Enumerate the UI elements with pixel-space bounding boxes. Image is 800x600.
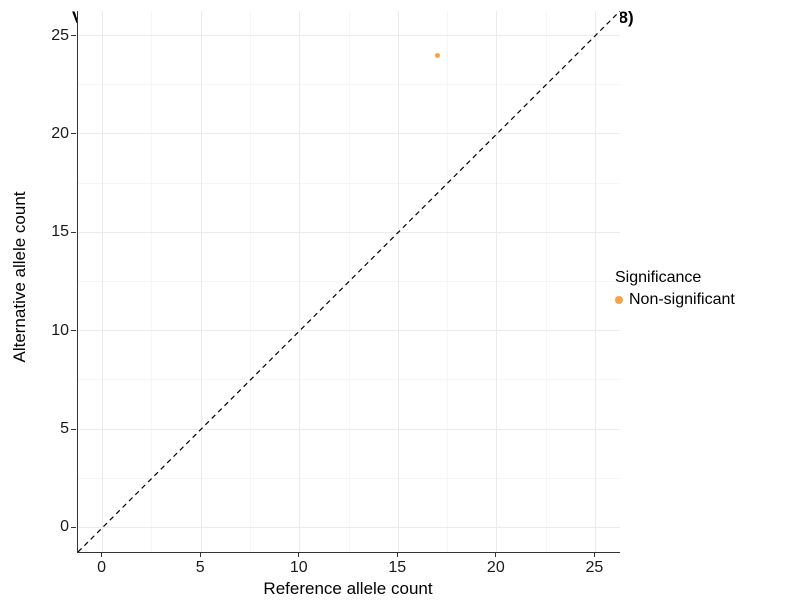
- y-tick-mark: [71, 35, 76, 37]
- x-tick-mark: [495, 552, 497, 557]
- y-major-gridline: [78, 35, 620, 37]
- x-major-gridline: [397, 11, 399, 552]
- y-tick-label: 10: [51, 321, 69, 339]
- legend-item-label: Non-significant: [629, 291, 735, 308]
- legend-title: Significance: [615, 269, 702, 286]
- dot-icon: [615, 296, 623, 304]
- x-major-gridline: [299, 11, 301, 552]
- y-tick-label: 15: [51, 223, 69, 241]
- y-tick-label: 0: [60, 518, 69, 536]
- y-major-gridline: [78, 231, 620, 233]
- x-tick-mark: [298, 552, 300, 557]
- x-tick-label: 10: [289, 559, 308, 576]
- x-major-gridline: [496, 11, 498, 552]
- x-major-gridline: [200, 11, 202, 552]
- x-tick-label: 5: [195, 559, 205, 576]
- y-major-gridline: [78, 526, 620, 528]
- data-point: [435, 52, 441, 58]
- y-major-gridline: [78, 428, 620, 430]
- y-tick-mark: [71, 330, 76, 332]
- y-minor-gridline: [78, 84, 620, 86]
- y-major-gridline: [78, 330, 620, 332]
- plot-panel: [77, 11, 620, 553]
- x-axis-title: Reference allele count: [263, 579, 433, 598]
- x-major-gridline: [594, 11, 596, 552]
- legend-item-non-significant: Non-significant: [615, 291, 735, 309]
- y-tick-mark: [71, 133, 76, 135]
- y-axis-title: Alternative allele count: [10, 191, 29, 363]
- x-tick-label: 15: [388, 559, 407, 576]
- y-tick-label: 20: [51, 124, 69, 142]
- x-tick-label: 20: [486, 559, 505, 576]
- legend: Significance Non-significant: [615, 269, 735, 309]
- y-tick-mark: [71, 231, 76, 233]
- x-tick-mark: [199, 552, 201, 557]
- x-major-gridline: [102, 11, 104, 552]
- x-tick-mark: [101, 552, 103, 557]
- x-tick-mark: [593, 552, 595, 557]
- y-minor-gridline: [78, 379, 620, 381]
- x-tick-label: 0: [97, 559, 107, 576]
- y-tick-mark: [71, 526, 76, 528]
- y-minor-gridline: [78, 477, 620, 479]
- y-minor-gridline: [78, 182, 620, 184]
- x-tick-mark: [396, 552, 398, 557]
- y-tick-label: 5: [60, 420, 69, 438]
- x-tick-label: 25: [585, 559, 604, 576]
- y-major-gridline: [78, 133, 620, 135]
- y-tick-mark: [71, 428, 76, 430]
- identity-dashed-line: [78, 11, 620, 552]
- y-tick-label: 25: [51, 26, 69, 44]
